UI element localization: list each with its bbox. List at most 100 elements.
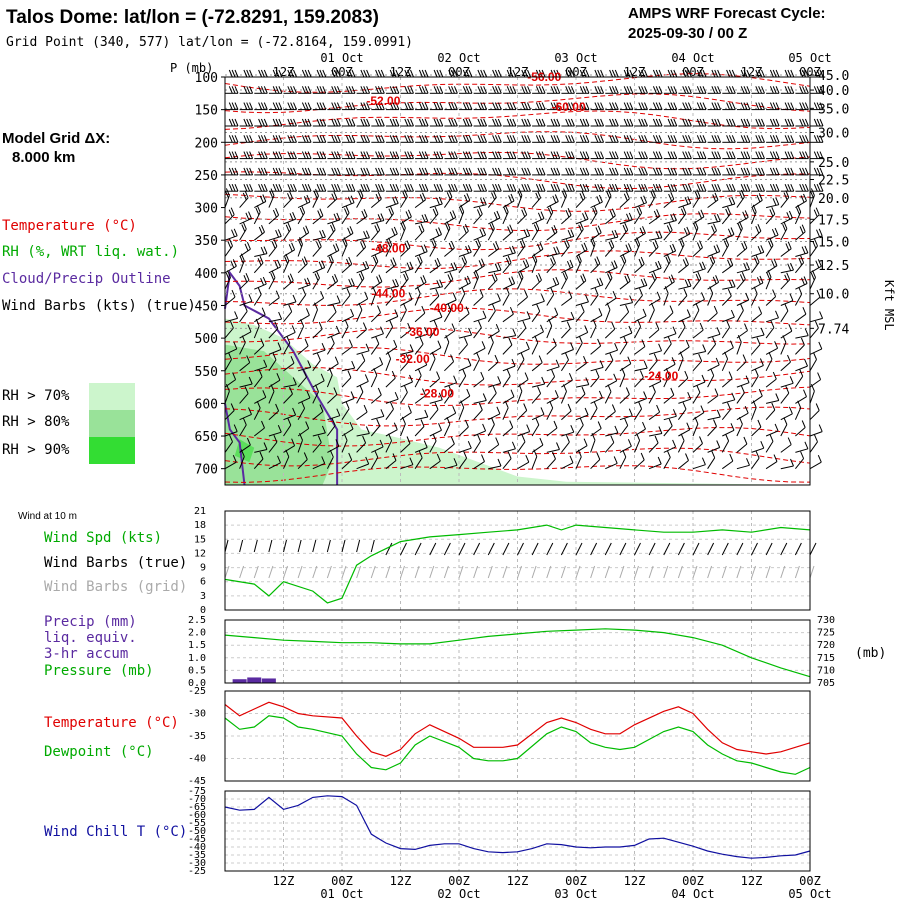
wind-barb-staff	[356, 246, 366, 257]
wind-barb-flag	[551, 369, 556, 377]
wind-barb-flag	[389, 118, 394, 127]
wind-barb-flag	[365, 260, 370, 269]
wind-barb-staff	[268, 410, 279, 421]
wind-barb-staff	[605, 236, 619, 241]
wind-barb	[268, 384, 275, 404]
wind-barb-staff	[268, 266, 281, 274]
wind-barb-flag	[243, 304, 248, 312]
wind-barb-flag	[658, 167, 663, 176]
wind-barb-staff	[561, 245, 570, 257]
wind-barb-flag	[553, 118, 558, 127]
wind-barb	[297, 308, 310, 323]
temperature-dewpoint-panel: -45-40-35-30-25	[188, 686, 811, 787]
wind-barb-flag	[360, 242, 365, 250]
temperature-ytick-label: -30	[188, 709, 206, 720]
wind-barb-flag	[527, 151, 531, 159]
wind-barb-flag	[448, 189, 453, 198]
wind-barb	[780, 167, 795, 176]
wind-barb-staff	[517, 359, 525, 372]
wind-barb	[239, 294, 253, 306]
wind-barb	[648, 291, 661, 306]
wind-barb-flag	[490, 221, 495, 229]
wind-barb-flag	[392, 86, 397, 94]
wind-barb-flag	[258, 135, 263, 143]
wind-barb-staff	[224, 265, 237, 274]
wind-barb-flag	[787, 437, 792, 445]
wind-barb-flag	[562, 273, 567, 281]
wind-barb-flag	[580, 275, 585, 283]
wind-barb-staff	[707, 416, 721, 421]
wind-barb	[721, 351, 729, 372]
wind-barb-flag	[583, 438, 588, 446]
wind-barb	[517, 228, 531, 241]
wind-barb	[561, 151, 575, 160]
wind-barb-staff	[561, 431, 574, 437]
wind-barb-flag	[290, 69, 295, 78]
wind-barb	[678, 167, 692, 176]
wind-barb-flag	[629, 184, 634, 192]
wind-barb	[429, 423, 442, 437]
wind-barb-flag	[538, 151, 543, 159]
wind-barb-flag	[596, 196, 601, 204]
wind-barb-staff	[575, 393, 586, 404]
wind-barb-flag	[524, 69, 529, 78]
wind-barb-staff	[414, 312, 426, 323]
wind-barb-staff	[502, 344, 513, 355]
wind-barb-flag	[673, 151, 678, 159]
wind-barb-flag	[787, 263, 792, 271]
wind-barb-flag	[804, 135, 809, 143]
wind-barb-staff	[751, 211, 757, 225]
precip-legend: Precip (mm)	[44, 614, 137, 630]
wind-barb	[458, 368, 467, 388]
wind-barb	[473, 238, 481, 257]
wind-barb-flag	[249, 86, 254, 94]
wind-barb	[414, 305, 426, 323]
wind-barb	[283, 438, 296, 453]
wind-barb-flag	[658, 102, 663, 110]
wind-barb	[707, 337, 717, 355]
wind-barb-flag	[535, 417, 540, 426]
wind-barb-flag	[278, 135, 283, 143]
bottom-date-label: 04 Oct	[671, 887, 714, 900]
wind-barb-flag	[304, 338, 309, 347]
wind-barb-flag	[331, 167, 336, 176]
wind-barb-flag	[716, 327, 721, 335]
isotherm-line	[224, 193, 811, 212]
wind-barb-flag	[228, 184, 233, 192]
wind-barb-flag	[680, 433, 685, 441]
wind-barb-flag	[606, 191, 611, 199]
wind-barb	[648, 189, 656, 208]
wind-barb	[649, 184, 663, 192]
wind-barb	[444, 102, 458, 111]
wind-barb-staff	[444, 382, 457, 388]
wind-barb	[356, 86, 371, 94]
wind-barb-staff	[356, 215, 368, 225]
wind-barb-flag	[275, 290, 280, 298]
wind-barb-flag	[234, 167, 239, 176]
wind-barb	[253, 369, 263, 388]
wind-barb	[765, 454, 778, 470]
wind-barb-staff	[707, 230, 717, 241]
wind-barb-flag	[739, 303, 744, 311]
wind-barb-staff	[254, 366, 267, 372]
wind-barb-flag	[594, 151, 599, 159]
wind-barb	[649, 167, 663, 176]
wind-barb-flag	[483, 102, 488, 110]
wind-barb-flag	[407, 135, 412, 143]
wind-barb-flag	[714, 167, 719, 176]
wind-barb-staff	[297, 212, 306, 225]
wind-barb-staff	[707, 281, 719, 290]
wind-barb	[312, 229, 326, 241]
wind-barb-flag	[277, 259, 281, 268]
wind-barb	[693, 167, 707, 176]
wind-barb	[517, 238, 526, 257]
wind-barb-flag	[536, 304, 541, 312]
wind-barb-staff	[707, 364, 720, 372]
wind-barb-flag	[492, 69, 497, 78]
wind-barb-flag	[257, 287, 262, 295]
wind-barb-flag	[316, 102, 321, 110]
wind-barb	[312, 208, 324, 225]
wind-barb-flag	[638, 401, 643, 409]
wind-barb-flag	[524, 167, 529, 176]
wind-barb	[531, 242, 544, 257]
